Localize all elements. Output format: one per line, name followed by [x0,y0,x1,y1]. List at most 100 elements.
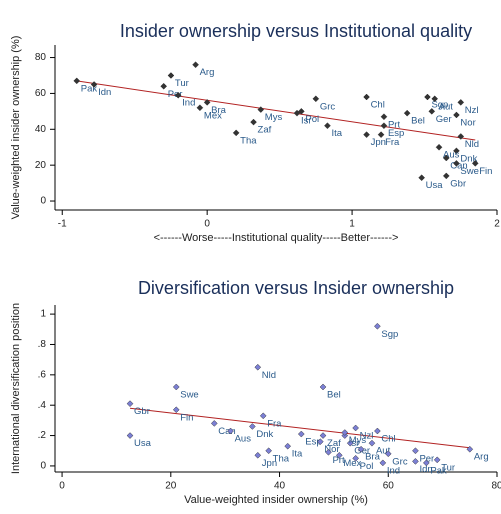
data-point [380,122,388,130]
point-label: Nzl [465,105,479,116]
point-label: Jpn [262,458,277,469]
x-tick-label: 2 [494,219,500,230]
x-tick-label: 0 [204,219,210,230]
data-point [418,174,425,182]
data-point [172,406,180,414]
point-label: Ger [436,114,452,125]
data-point [257,106,265,113]
point-label: Sgp [431,100,448,111]
data-point [210,420,218,427]
point-label: Isr [301,116,312,127]
point-label: Prt [388,119,401,130]
data-point [453,147,460,155]
y-tick-label: 1 [40,309,46,320]
y-axis-label: International diversification position [10,303,22,474]
point-label: Aus [235,434,252,445]
point-label: Bel [327,389,341,400]
data-point [428,108,436,115]
data-point [442,154,450,162]
point-label: Mys [265,112,283,123]
point-label: Usa [426,180,444,191]
point-label: Bel [411,116,425,127]
y-tick-label: .6 [38,369,47,380]
point-label: Fin [180,412,193,423]
point-label: Mex [204,110,222,121]
data-point [374,427,381,435]
x-tick-label: -1 [58,219,67,230]
point-label: Pol [360,461,374,472]
point-label: Nld [262,370,276,381]
point-label: Per [419,453,434,464]
fit-line [129,407,470,449]
data-point [377,131,385,139]
point-label: Pak [81,83,98,94]
data-point [380,113,388,121]
point-label: Tha [273,453,290,464]
data-point [298,108,305,115]
data-point [368,439,376,447]
data-point [325,448,332,456]
point-label: Fin [479,166,492,177]
data-point [412,447,419,455]
point-label: Swe [460,166,478,177]
x-tick-label: 1 [349,219,355,230]
point-label: Can [218,426,235,437]
chart-title: Diversification versus Insider ownership [138,278,454,298]
point-label: Mys [349,435,367,446]
y-tick-label: .2 [38,430,47,441]
data-point [126,432,134,439]
data-point [335,451,343,459]
data-point [424,93,431,101]
point-label: Arg [474,452,489,463]
x-tick-label: 20 [165,481,177,492]
data-point [453,111,460,119]
data-point [319,432,327,439]
data-point [250,118,257,126]
data-point [352,424,360,432]
x-tick-label: 0 [59,481,65,492]
data-point [466,445,474,453]
data-point [73,77,81,85]
x-tick-label: 40 [274,481,286,492]
data-point [324,122,331,130]
data-point [259,412,267,420]
data-point [319,383,327,391]
point-label: Chl [381,434,395,445]
point-label: Pak [430,465,447,476]
point-label: Can [450,161,467,172]
point-label: Bra [365,452,381,463]
point-label: Nor [324,444,339,455]
point-label: Ind [182,98,195,109]
data-point [90,81,98,88]
data-point [341,429,349,436]
data-point [254,451,262,459]
point-label: Swe [180,389,198,400]
point-label: Aut [439,101,454,112]
data-point [453,160,460,167]
point-label: Tur [175,78,189,89]
point-label: Usa [134,438,152,449]
data-point [284,442,292,450]
data-point [248,423,256,430]
data-point [471,160,479,167]
data-point [346,439,354,447]
point-label: Ind [387,465,400,476]
x-tick-label: 60 [383,481,395,492]
point-label: Pol [305,114,319,125]
point-label: Aus [443,150,460,161]
point-label: Gbr [450,178,466,189]
data-point [196,104,204,112]
data-point [435,143,443,151]
point-label: Bra [211,105,227,116]
data-point [457,99,465,106]
point-label: Fra [385,137,400,148]
fit-line [76,80,476,141]
data-point [457,133,465,140]
data-point [203,99,211,106]
data-point [316,438,324,445]
y-axis-label: Value-weighted insider ownership (%) [10,36,22,220]
point-label: Ita [331,128,342,139]
x-axis-label: <------Worse-----Institutional quality--… [154,232,399,244]
data-point [265,447,273,455]
